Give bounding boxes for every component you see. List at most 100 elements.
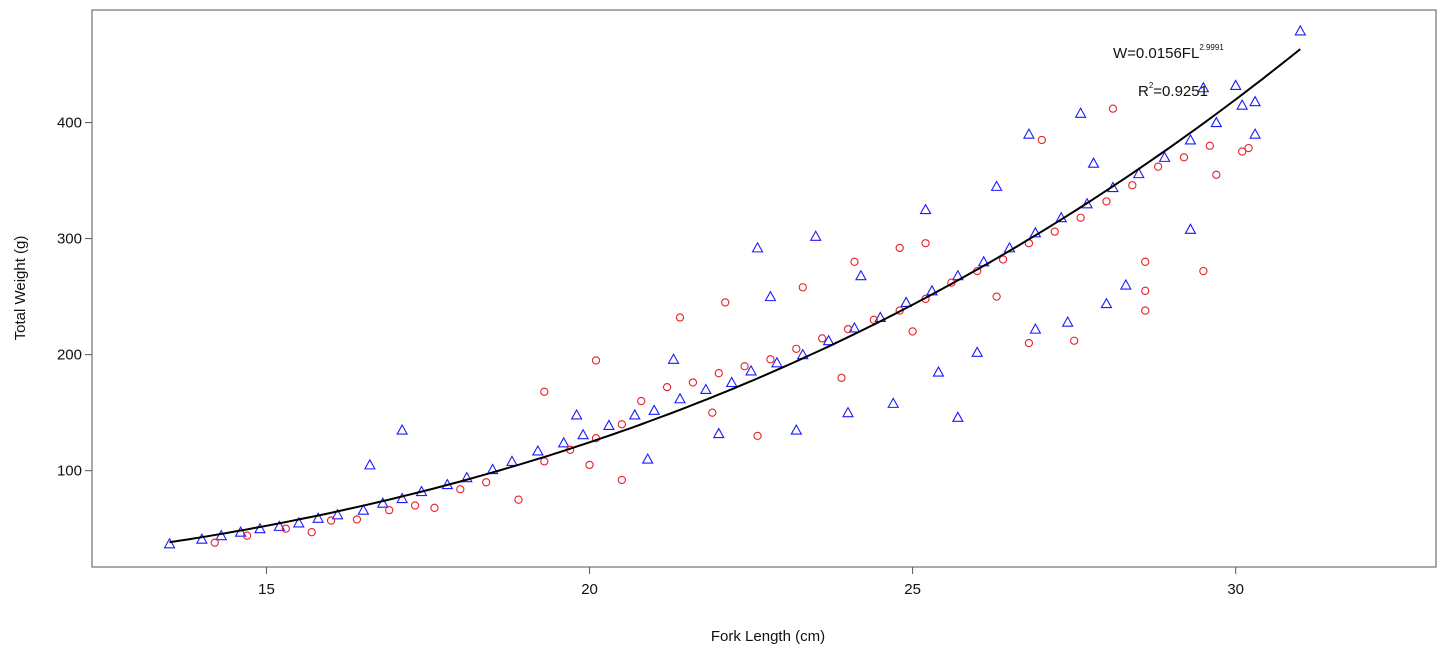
circle-point [708, 408, 717, 417]
triangle-point [751, 241, 764, 253]
triangle-point [1158, 151, 1171, 162]
triangle-point [570, 408, 583, 420]
circle-point [753, 431, 762, 441]
triangle-point [1119, 278, 1132, 290]
circle-point [617, 420, 626, 429]
triangle-point [951, 411, 964, 422]
triangle-point [770, 356, 783, 368]
circle-point [1238, 147, 1247, 156]
triangle-point [331, 508, 344, 520]
circle-point [1128, 181, 1137, 190]
circle-point [843, 324, 853, 334]
circle-point [818, 334, 827, 343]
triangle-point [1249, 95, 1262, 107]
x-axis-title: Fork Length (cm) [711, 628, 825, 645]
triangle-point [712, 427, 725, 439]
triangle-point [163, 537, 176, 549]
triangle-point [1029, 226, 1042, 238]
triangle-point [628, 408, 641, 420]
equation-annotation: W=0.0156FL2.9991 [1113, 43, 1224, 62]
circle-point [837, 373, 846, 383]
circle-point [714, 369, 723, 378]
circle-point [456, 485, 465, 494]
plot-area-frame [91, 9, 1437, 568]
circle-point [1108, 104, 1118, 113]
r-squared-annotation: R2=0.9251 [1138, 81, 1208, 100]
circle-point [1102, 197, 1111, 206]
circle-point [637, 396, 646, 406]
triangle-point [674, 392, 686, 404]
circle-point [1141, 306, 1150, 315]
circle-point [675, 313, 685, 322]
circle-point [992, 292, 1001, 301]
circle-point [662, 382, 672, 392]
circle-point [1141, 257, 1150, 266]
triangle-point [396, 423, 409, 435]
x-axis: 15 20 25 30 [258, 567, 1244, 598]
circle-point [591, 356, 601, 365]
triangle-point [822, 334, 835, 346]
circle-point [792, 344, 801, 353]
triangle-point [1184, 223, 1197, 234]
triangle-point [764, 290, 777, 302]
triangle-point [648, 404, 661, 415]
circle-point [514, 495, 523, 504]
triangle-point [1132, 167, 1145, 179]
circle-point [998, 255, 1008, 264]
triangle-point [1100, 297, 1113, 309]
circle-point [281, 524, 290, 533]
triangle-point [460, 471, 473, 483]
circle-point [688, 378, 698, 387]
r2-base: R [1138, 83, 1149, 100]
circle-point [1154, 162, 1163, 171]
triangle-point [1081, 197, 1094, 209]
triangle-point [1029, 322, 1042, 334]
r2-exponent: 2 [1149, 81, 1154, 90]
triangle-point [363, 458, 376, 470]
circle-point [242, 531, 252, 540]
triangle-point [900, 296, 913, 307]
triangle-point [357, 504, 370, 515]
circle-point [740, 362, 749, 371]
circle-point [617, 475, 626, 485]
triangle-point [195, 533, 208, 544]
y-axis: 100 200 300 400 [57, 115, 92, 480]
circle-point [1070, 336, 1079, 345]
x-tick-label: 30 [1227, 581, 1244, 598]
circle-point [585, 460, 594, 470]
circle-point [430, 503, 439, 512]
x-tick-label: 25 [904, 581, 921, 598]
circle-point [895, 243, 904, 253]
triangle-point [971, 346, 984, 357]
triangle-point [919, 203, 932, 215]
circle-point [798, 283, 807, 292]
triangle-point [1184, 133, 1197, 145]
fit-curve-line [169, 48, 1301, 544]
triangle-point [292, 516, 305, 528]
triangle-point [1061, 316, 1074, 327]
triangle-point [1074, 107, 1087, 118]
triangle-point [1210, 116, 1223, 128]
triangle-point [848, 321, 861, 333]
triangle-point [506, 455, 518, 466]
triangle-point [557, 436, 570, 448]
circle-point [1244, 143, 1253, 153]
triangle-point [667, 353, 680, 364]
circle-point [540, 387, 549, 396]
equation-exponent: 2.9991 [1199, 43, 1224, 52]
circle-point [1199, 266, 1208, 276]
triangle-series [163, 24, 1307, 549]
circle-point [1212, 170, 1221, 179]
circle-point [1179, 153, 1189, 162]
triangle-point [641, 452, 654, 464]
triangle-point [531, 444, 544, 456]
y-tick-label: 200 [57, 347, 82, 364]
circle-point [1037, 135, 1046, 145]
triangle-point [602, 419, 615, 430]
triangle-point [1087, 157, 1100, 168]
circle-point [210, 538, 219, 547]
circle-series [210, 104, 1253, 547]
circle-point [540, 457, 549, 466]
triangle-point [932, 365, 945, 377]
